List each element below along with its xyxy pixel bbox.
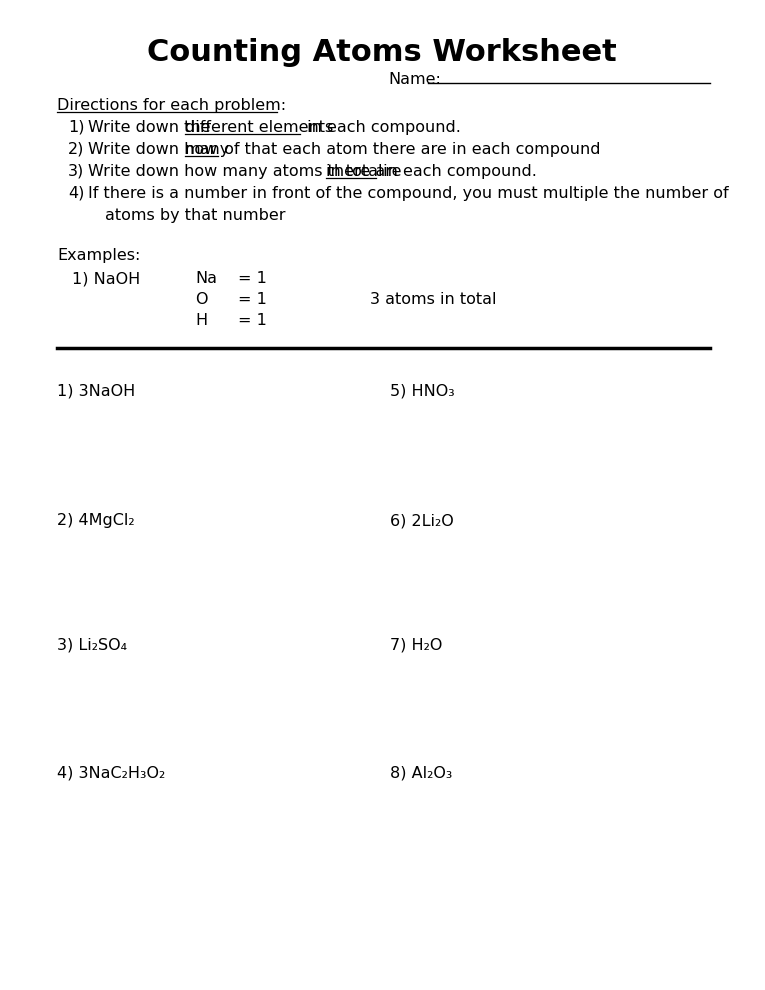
Text: 3): 3)	[68, 164, 84, 179]
Text: = 1: = 1	[238, 292, 267, 307]
Text: Write down how many atoms there are: Write down how many atoms there are	[88, 164, 407, 179]
Text: 5) HNO₃: 5) HNO₃	[390, 383, 454, 398]
Text: Write down how: Write down how	[88, 142, 223, 157]
Text: Write down the: Write down the	[88, 120, 216, 135]
Text: atoms by that number: atoms by that number	[105, 208, 285, 223]
Text: different elements: different elements	[185, 120, 334, 135]
Text: 7) H₂O: 7) H₂O	[390, 638, 442, 653]
Text: in each compound.: in each compound.	[378, 164, 537, 179]
Text: If there is a number in front of the compound, you must multiple the number of: If there is a number in front of the com…	[88, 186, 728, 201]
Text: in total: in total	[326, 164, 382, 179]
Text: Name:: Name:	[388, 72, 441, 87]
Text: Examples:: Examples:	[57, 248, 140, 263]
Text: 4) 3NaC₂H₃O₂: 4) 3NaC₂H₃O₂	[57, 765, 165, 780]
Text: 1): 1)	[68, 120, 84, 135]
Text: many: many	[185, 142, 230, 157]
Text: of that each atom there are in each compound: of that each atom there are in each comp…	[219, 142, 601, 157]
Text: Counting Atoms Worksheet: Counting Atoms Worksheet	[147, 38, 617, 67]
Text: = 1: = 1	[238, 271, 267, 286]
Text: H: H	[195, 313, 207, 328]
Text: = 1: = 1	[238, 313, 267, 328]
Text: 2): 2)	[68, 142, 84, 157]
Text: 1) NaOH: 1) NaOH	[72, 271, 140, 286]
Text: 6) 2Li₂O: 6) 2Li₂O	[390, 513, 454, 528]
Text: 3 atoms in total: 3 atoms in total	[370, 292, 496, 307]
Text: 3) Li₂SO₄: 3) Li₂SO₄	[57, 638, 127, 653]
Text: 2) 4MgCl₂: 2) 4MgCl₂	[57, 513, 135, 528]
Text: 8) Al₂O₃: 8) Al₂O₃	[390, 765, 452, 780]
Text: in each compound.: in each compound.	[302, 120, 461, 135]
Text: Na: Na	[195, 271, 217, 286]
Text: 4): 4)	[68, 186, 84, 201]
Text: O: O	[195, 292, 207, 307]
Text: Directions for each problem:: Directions for each problem:	[57, 98, 286, 113]
Text: 1) 3NaOH: 1) 3NaOH	[57, 383, 135, 398]
